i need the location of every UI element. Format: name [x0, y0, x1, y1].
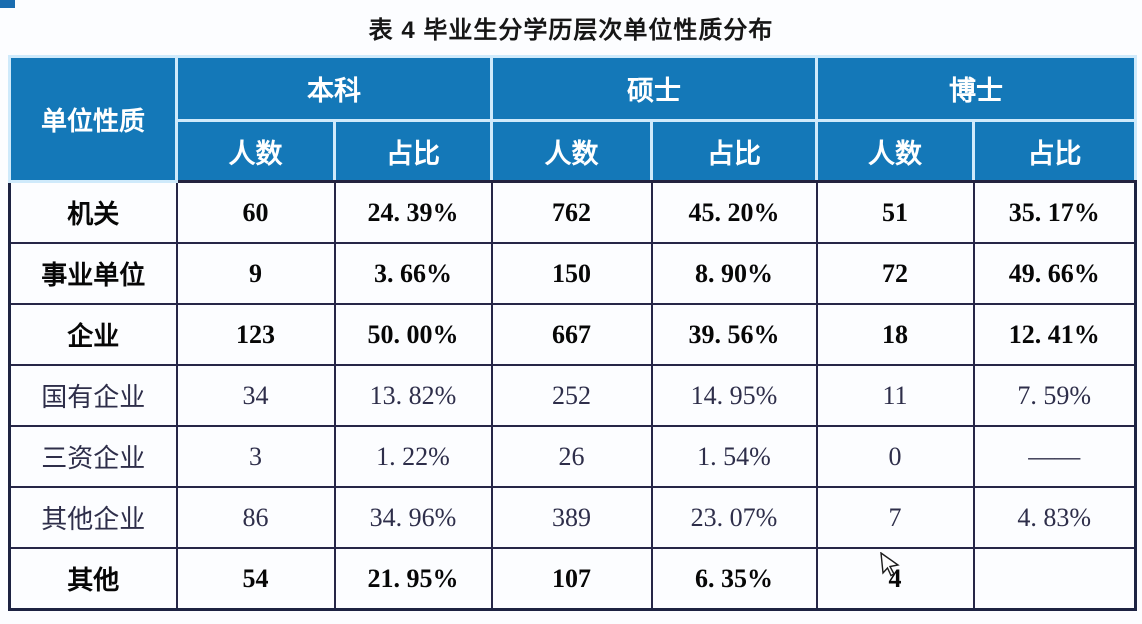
- column-header-ratio: 占比: [972, 119, 1137, 183]
- cell-value: 54: [175, 547, 336, 611]
- cell-value: 60: [175, 180, 336, 244]
- column-group-bachelor: 本科: [175, 55, 493, 122]
- cell-value: 24. 39%: [333, 180, 493, 244]
- cell-value: 252: [490, 364, 653, 427]
- cell-value: 49. 66%: [972, 242, 1137, 305]
- table-row: 其他 54 21. 95% 107 6. 35% 4: [8, 547, 1137, 611]
- row-label: 事业单位: [8, 242, 178, 305]
- table-row: 企业 123 50. 00% 667 39. 56% 18 12. 41%: [8, 303, 1137, 366]
- page-title: 表 4 毕业生分学历层次单位性质分布: [368, 17, 774, 44]
- cell-value: 150: [490, 242, 653, 305]
- column-header-count: 人数: [490, 119, 653, 183]
- table-body: 机关 60 24. 39% 762 45. 20% 51 35. 17% 事业单位 9 3. 66…: [8, 180, 1137, 611]
- column-header-ratio: 占比: [333, 119, 493, 183]
- row-label: 国有企业: [8, 364, 178, 427]
- cell-value: 11: [815, 364, 975, 427]
- header-sub-row: 人数 占比 人数 占比 人数 占比: [10, 119, 1137, 183]
- cell-value: ——: [972, 425, 1137, 488]
- table-row: 其他企业 86 34. 96% 389 23. 07% 7 4. 83%: [8, 486, 1137, 549]
- cell-text: 4: [888, 563, 902, 593]
- row-label: 三资企业: [8, 425, 178, 488]
- column-group-master: 硕士: [490, 55, 818, 122]
- table-row: 三资企业 3 1. 22% 26 1. 54% 0 ——: [8, 425, 1137, 488]
- row-label: 机关: [8, 180, 178, 244]
- cell-value: 21. 95%: [333, 547, 493, 611]
- cell-value: 45. 20%: [650, 180, 818, 244]
- row-label: 其他企业: [8, 486, 178, 549]
- row-label: 其他: [8, 547, 178, 611]
- cell-value: 667: [490, 303, 653, 366]
- cell-value: 14. 95%: [650, 364, 818, 427]
- cell-value: 762: [490, 180, 653, 244]
- column-group-doctor: 博士: [815, 55, 1137, 122]
- column-header-ratio: 占比: [650, 119, 818, 183]
- cell-value: 7: [815, 486, 975, 549]
- table-row: 国有企业 34 13. 82% 252 14. 95% 11 7. 59%: [8, 364, 1137, 427]
- cell-value: 86: [175, 486, 336, 549]
- cell-value: 34: [175, 364, 336, 427]
- cell-value: 23. 07%: [650, 486, 818, 549]
- cell-value: 26: [490, 425, 653, 488]
- cell-value: 51: [815, 180, 975, 244]
- cell-value: 50. 00%: [333, 303, 493, 366]
- cell-value: [972, 547, 1137, 611]
- cell-value: 3. 66%: [333, 242, 493, 305]
- column-header-count: 人数: [815, 119, 975, 183]
- cell-value: 18: [815, 303, 975, 366]
- header-group-row: 单位性质 本科 硕士 博士: [8, 55, 1137, 183]
- cell-value: 35. 17%: [972, 180, 1137, 244]
- cell-value: 13. 82%: [333, 364, 493, 427]
- cell-value: 3: [175, 425, 336, 488]
- cell-value: 1. 54%: [650, 425, 818, 488]
- cell-value: 1. 22%: [333, 425, 493, 488]
- cell-value: 12. 41%: [972, 303, 1137, 366]
- cell-value: 7. 59%: [972, 364, 1137, 427]
- cell-value: 107: [490, 547, 653, 611]
- table-row: 事业单位 9 3. 66% 150 8. 90% 72 49. 66%: [8, 242, 1137, 305]
- column-header-count: 人数: [175, 119, 336, 183]
- cell-value: 34. 96%: [333, 486, 493, 549]
- table-header: 单位性质 本科 硕士 博士 人数 占比 人数 占比 人数 占比: [8, 55, 1137, 183]
- cell-value: 4: [815, 547, 975, 611]
- cell-value: 8. 90%: [650, 242, 818, 305]
- cell-value: 0: [815, 425, 975, 488]
- cell-value: 123: [175, 303, 336, 366]
- graduates-unit-nature-table: 单位性质 本科 硕士 博士 人数 占比 人数 占比 人数 占比 机关 60 24. …: [8, 55, 1137, 611]
- table-row: 机关 60 24. 39% 762 45. 20% 51 35. 17%: [8, 180, 1137, 244]
- cell-value: 6. 35%: [650, 547, 818, 611]
- column-header-unit-nature: 单位性质: [8, 55, 178, 183]
- cell-value: 9: [175, 242, 336, 305]
- cell-value: 389: [490, 486, 653, 549]
- cell-value: 39. 56%: [650, 303, 818, 366]
- cell-value: 72: [815, 242, 975, 305]
- row-label: 企业: [8, 303, 178, 366]
- cell-value: 4. 83%: [972, 486, 1137, 549]
- top-left-blue-mark: [0, 0, 15, 8]
